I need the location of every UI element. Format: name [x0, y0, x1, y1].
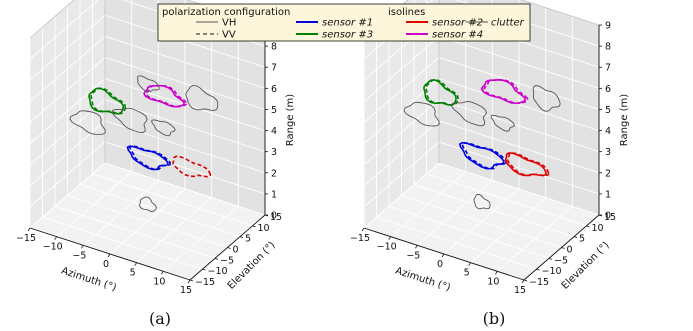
azimuth-tick-mark: [135, 263, 137, 266]
elevation-tick-mark: [549, 258, 552, 259]
elevation-tick-mark: [190, 280, 193, 281]
azimuth-tick-mark: [522, 280, 524, 283]
elevation-tick-label: −5: [220, 255, 234, 266]
range-tick-label: 0: [271, 211, 277, 222]
legend-sensor1-label: sensor #1: [322, 18, 373, 29]
range-tick-label: 3: [605, 147, 611, 158]
legend-polarization-title: polarization configuration: [162, 7, 290, 18]
azimuth-tick-mark: [161, 271, 163, 274]
range-tick-label: 4: [605, 126, 611, 137]
range-tick-label: 8: [605, 42, 611, 53]
elevation-tick-label: 0: [567, 245, 573, 256]
elevation-tick-mark: [215, 258, 218, 259]
range-axis-label: Range (m): [285, 94, 296, 147]
range-tick-label: 5: [605, 105, 611, 116]
azimuth-tick-mark: [469, 263, 471, 266]
range-tick-label: 1: [605, 189, 611, 200]
elevation-tick-label: −15: [529, 277, 549, 288]
elevation-tick-mark: [537, 269, 540, 270]
azimuth-tick-mark: [188, 280, 190, 283]
range-tick-label: 2: [605, 168, 611, 179]
elevation-tick-mark: [253, 226, 256, 227]
elevation-tick-label: −15: [195, 277, 215, 288]
legend: polarization configuration VH VV isoline…: [158, 4, 530, 41]
range-tick-label: 5: [271, 105, 277, 116]
range-axis-label: Range (m): [619, 94, 630, 147]
azimuth-tick-label: 15: [514, 285, 526, 296]
elevation-tick-mark: [203, 269, 206, 270]
panel-caption: (a): [149, 309, 171, 328]
range-tick-label: 9: [605, 21, 611, 32]
elevation-tick-mark: [587, 226, 590, 227]
azimuth-tick-label: −10: [377, 242, 397, 253]
elevation-tick-label: 10: [592, 223, 604, 234]
range-tick-label: 3: [271, 147, 277, 158]
azimuth-tick-label: 5: [464, 268, 470, 279]
azimuth-tick-label: −10: [43, 242, 63, 253]
azimuth-tick-label: 15: [180, 285, 192, 296]
range-tick-label: 0: [605, 211, 611, 222]
legend-vv-label: VV: [222, 30, 236, 41]
range-tick-label: 1: [271, 189, 277, 200]
azimuth-tick-label: −5: [406, 250, 420, 261]
range-tick-label: 6: [605, 84, 611, 95]
range-tick-label: 7: [271, 63, 277, 74]
elevation-tick-mark: [228, 248, 231, 249]
range-tick-label: 4: [271, 126, 277, 137]
azimuth-tick-label: 0: [437, 259, 443, 270]
azimuth-axis-label: Azimuth (°): [60, 266, 118, 294]
elevation-tick-mark: [562, 248, 565, 249]
elevation-tick-label: −5: [554, 255, 568, 266]
elevation-tick-mark: [524, 280, 527, 281]
elevation-tick-label: 0: [233, 245, 239, 256]
azimuth-tick-mark: [362, 228, 364, 231]
elevation-tick-mark: [240, 237, 243, 238]
legend-clutter-label: clutter: [491, 18, 525, 29]
legend-vh-label: VH: [222, 18, 236, 29]
azimuth-tick-mark: [442, 254, 444, 257]
legend-sensor3-label: sensor #3: [322, 30, 373, 41]
azimuth-tick-mark: [28, 228, 30, 231]
elevation-tick-label: −10: [542, 266, 562, 277]
azimuth-tick-mark: [81, 245, 83, 248]
azimuth-tick-mark: [108, 254, 110, 257]
azimuth-tick-label: 10: [153, 276, 165, 287]
azimuth-tick-mark: [415, 245, 417, 248]
azimuth-tick-mark: [55, 237, 57, 240]
panel-b: −15−10−5051015−15−10−50510150123456789Az…: [350, 0, 630, 328]
azimuth-tick-label: 5: [130, 268, 136, 279]
elevation-tick-label: 5: [245, 234, 251, 245]
azimuth-tick-label: 10: [487, 276, 499, 287]
range-tick-label: 6: [271, 84, 277, 95]
azimuth-tick-mark: [389, 237, 391, 240]
azimuth-tick-label: −15: [350, 233, 370, 244]
azimuth-tick-label: −15: [16, 233, 36, 244]
panel-a: −15−10−5051015−15−10−50510150123456789Az…: [16, 0, 296, 328]
elevation-tick-label: −10: [208, 266, 228, 277]
range-tick-label: 2: [271, 168, 277, 179]
elevation-tick-label: 10: [258, 223, 270, 234]
azimuth-tick-label: 0: [103, 259, 109, 270]
azimuth-tick-label: −5: [72, 250, 86, 261]
range-tick-label: 7: [605, 63, 611, 74]
azimuth-tick-mark: [495, 271, 497, 274]
panel-caption: (b): [483, 309, 506, 328]
elevation-tick-mark: [574, 237, 577, 238]
legend-sensor2-label: sensor #2: [432, 18, 483, 29]
azimuth-axis-label: Azimuth (°): [394, 266, 452, 294]
legend-sensor4-label: sensor #4: [432, 30, 483, 41]
range-tick-label: 8: [271, 42, 277, 53]
elevation-tick-label: 5: [579, 234, 585, 245]
legend-isolines-title: isolines: [388, 7, 425, 18]
